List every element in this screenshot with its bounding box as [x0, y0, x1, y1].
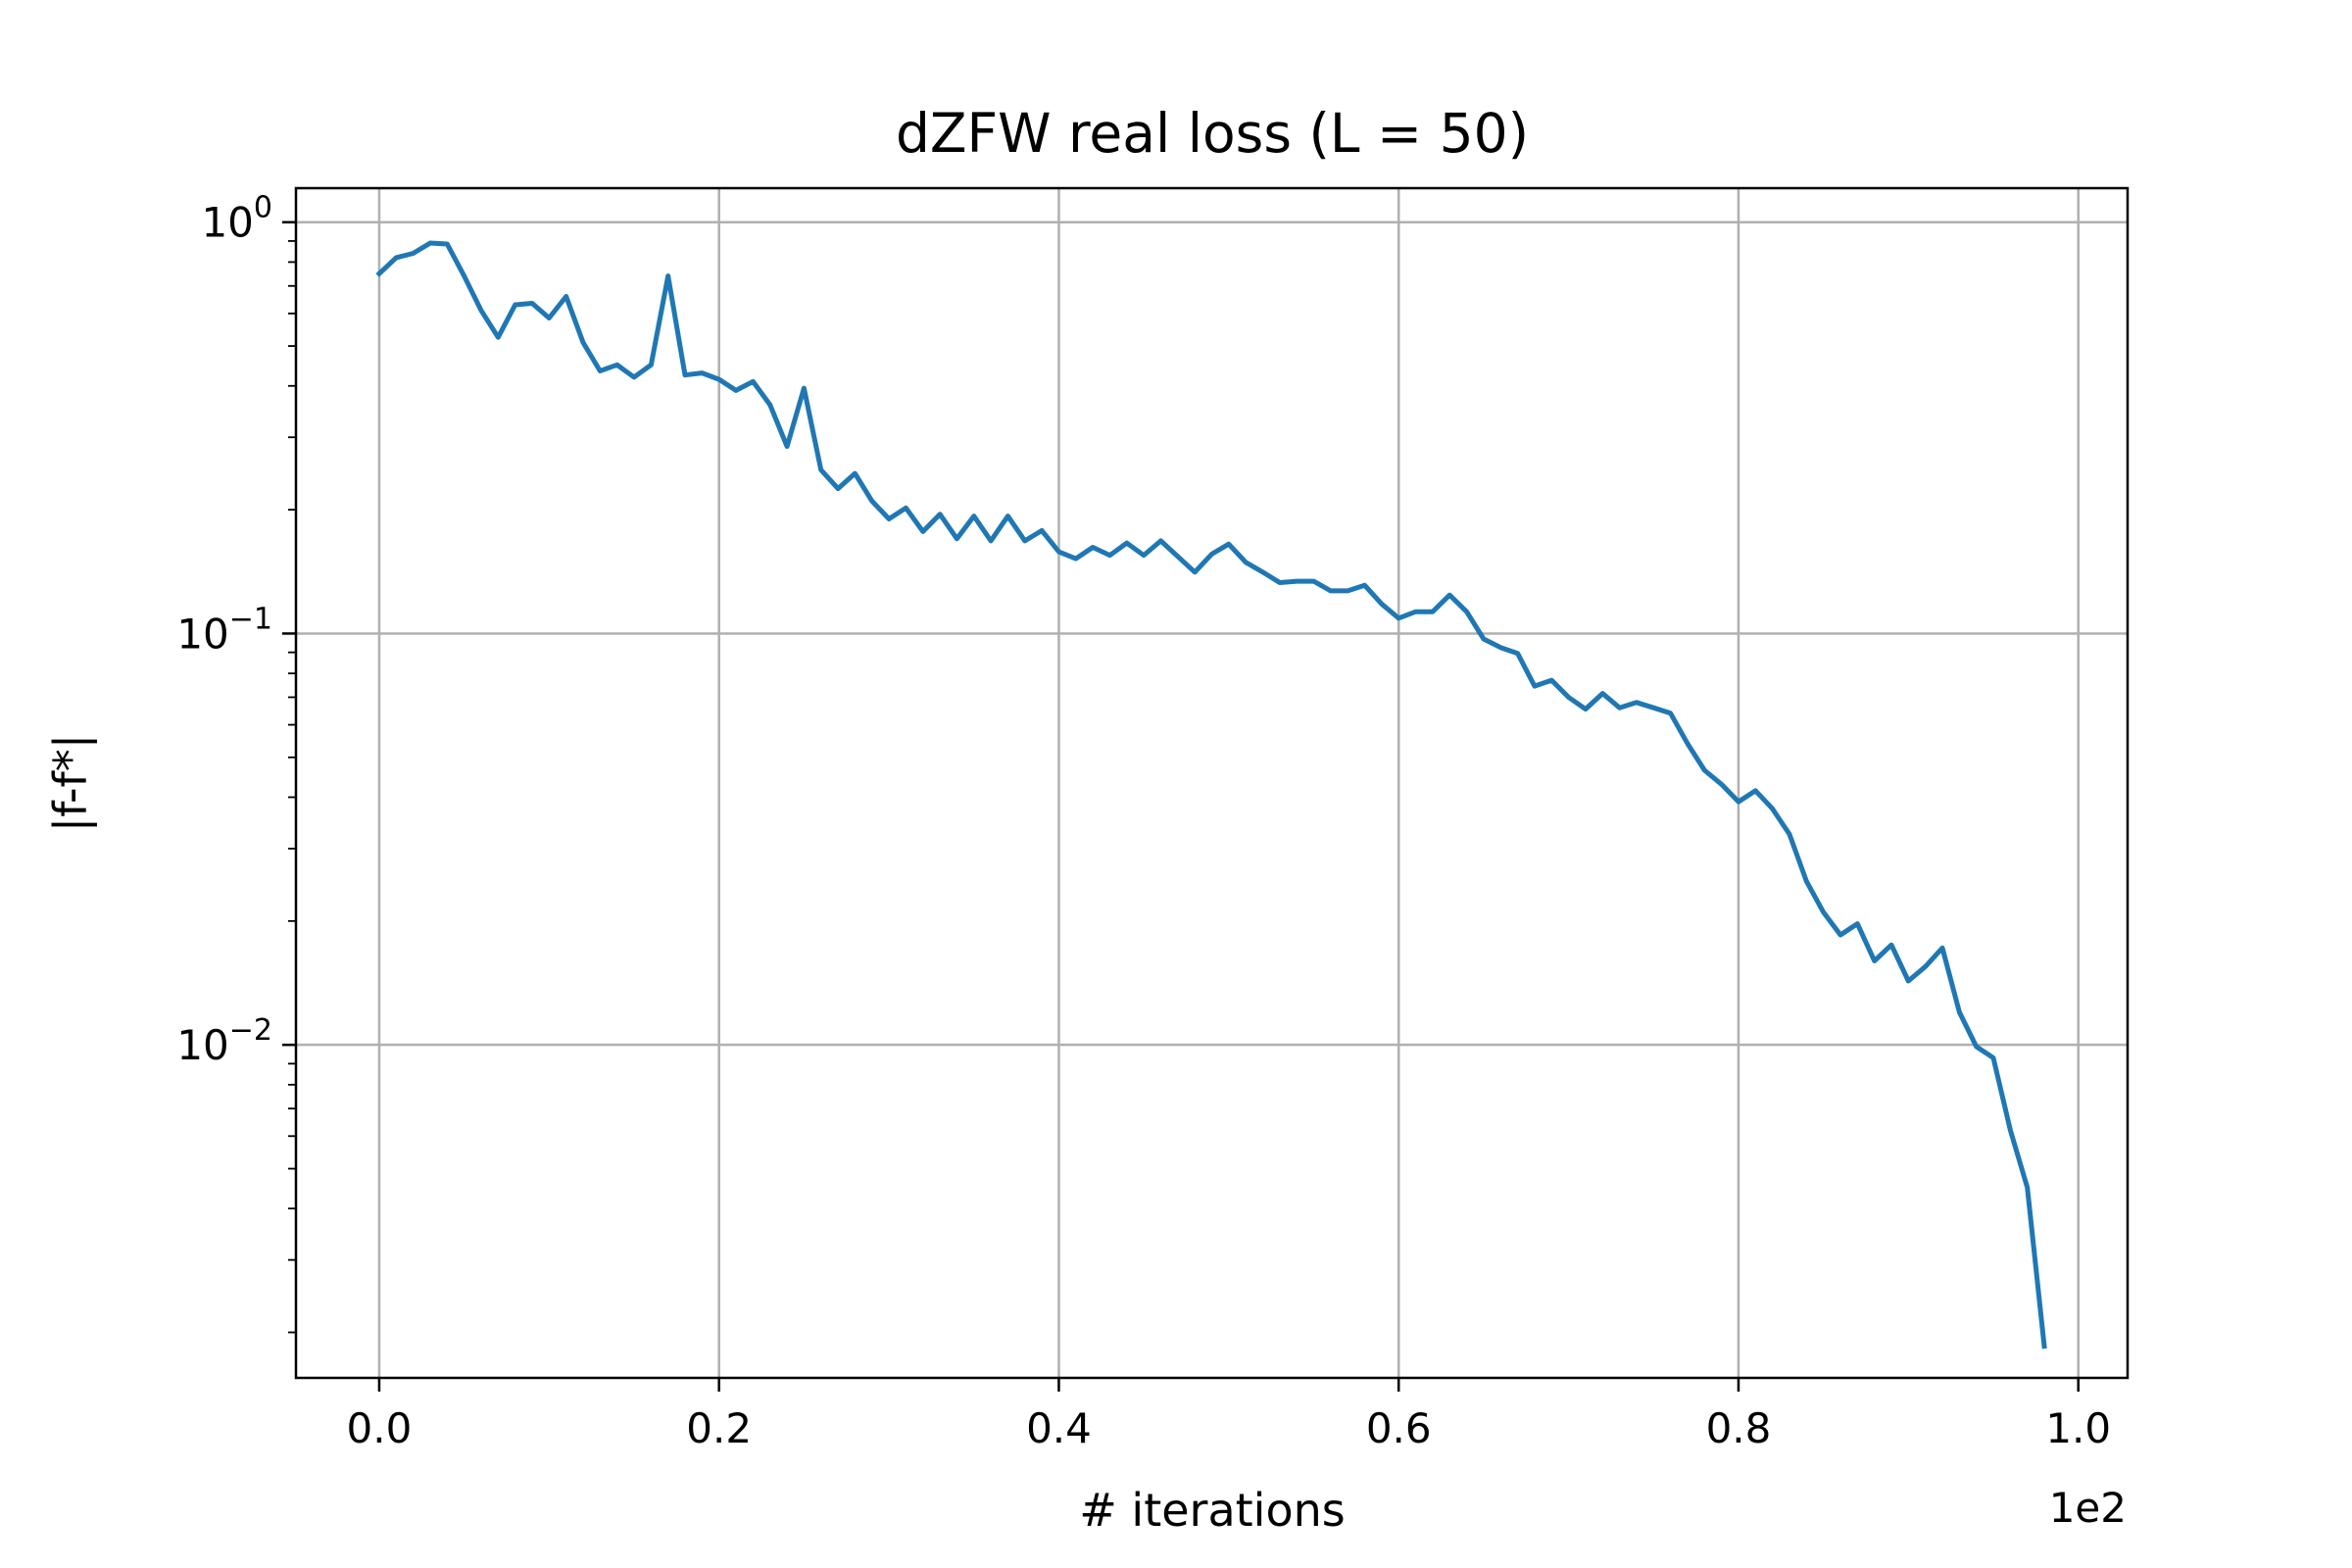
x-tick-labels: 0.0 0.2 0.4 0.6 0.8 1.0 — [347, 1404, 2112, 1452]
y-tick-label: 100 — [201, 191, 272, 247]
x-tick-label: 0.6 — [1366, 1404, 1432, 1452]
y-axis-label: |f-f*| — [44, 734, 98, 832]
chart-title: dZFW real loss (L = 50) — [896, 102, 1529, 165]
plot-frame — [294, 186, 2130, 1380]
x-tick-label: 0.8 — [1706, 1404, 1772, 1452]
y-tick-label-base: 10 — [176, 610, 228, 658]
x-tick-label: 1.0 — [2045, 1404, 2111, 1452]
y-tick-label: 10−1 — [176, 602, 272, 658]
y-tick-label-base: 10 — [176, 1021, 228, 1069]
grid-lines — [296, 188, 2128, 1378]
y-tick-label-exponent: −2 — [229, 1013, 272, 1048]
x-tick-label: 0.0 — [347, 1404, 413, 1452]
y-tick-label: 10−2 — [176, 1013, 272, 1069]
axis-ticks — [282, 220, 2080, 1392]
x-tick-label: 0.2 — [686, 1404, 752, 1452]
y-tick-label-exponent: −1 — [229, 602, 272, 636]
y-tick-label-exponent: 0 — [254, 191, 272, 225]
x-axis-offset-label: 1e2 — [2049, 1484, 2127, 1532]
series-line — [375, 240, 2047, 1349]
x-tick-label: 0.4 — [1026, 1404, 1092, 1452]
y-tick-label-base: 10 — [201, 199, 253, 247]
x-axis-label: # iterations — [1079, 1484, 1345, 1537]
